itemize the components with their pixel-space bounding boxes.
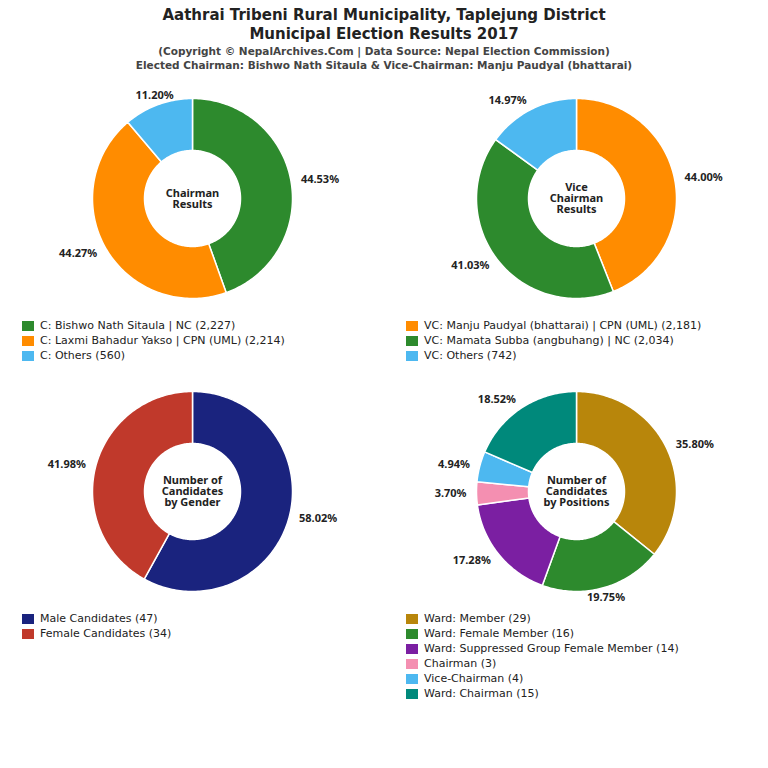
svg-text:ChairmanResults: ChairmanResults bbox=[166, 185, 219, 211]
html-text:VC: Manju Paudyal (bhattarai): VC: Manju Paudyal (bhattarai) | CPN (UML… bbox=[424, 319, 702, 332]
html-text:C: Laxmi Bahadur Yakso | CPN (: C: Laxmi Bahadur Yakso | CPN (UML) (2,21… bbox=[40, 334, 285, 347]
svg-text:3.70%: 3.70% bbox=[435, 485, 467, 500]
svg-text:44.53%: 44.53% bbox=[301, 171, 339, 186]
svg-text:ViceChairmanResults: ViceChairmanResults bbox=[550, 179, 603, 216]
svg-text:58.02%: 58.02% bbox=[299, 510, 337, 525]
svg-text:Number ofCandidatesby Gender: Number ofCandidatesby Gender bbox=[162, 472, 224, 509]
svg-text:11.20%: 11.20% bbox=[135, 87, 173, 102]
html-text:(Copyright © NepalArchives.Com: (Copyright © NepalArchives.Com | Data So… bbox=[158, 45, 610, 57]
html-text:VC: Others (742): VC: Others (742) bbox=[424, 349, 517, 362]
svg-text:17.28%: 17.28% bbox=[453, 552, 491, 567]
svg-text:35.80%: 35.80% bbox=[676, 436, 714, 451]
svg-text:44.27%: 44.27% bbox=[59, 245, 97, 260]
svg-text:41.98%: 41.98% bbox=[48, 456, 86, 471]
html-text:Ward: Chairman (15): Ward: Chairman (15) bbox=[424, 687, 539, 700]
svg-text:19.75%: 19.75% bbox=[587, 589, 625, 604]
html-text:Male Candidates (47): Male Candidates (47) bbox=[40, 612, 158, 625]
html-text:Ward: Member (29): Ward: Member (29) bbox=[424, 612, 531, 625]
svg-text:Number ofCandidatesby Position: Number ofCandidatesby Positions bbox=[544, 472, 610, 509]
html-text:Chairman (3): Chairman (3) bbox=[424, 657, 497, 670]
html-text:C: Bishwo Nath Sitaula | NC (2: C: Bishwo Nath Sitaula | NC (2,227) bbox=[40, 319, 236, 332]
html-text:VC: Mamata Subba (angbuhang) |: VC: Mamata Subba (angbuhang) | NC (2,034… bbox=[424, 334, 674, 347]
html-text:Female Candidates (34): Female Candidates (34) bbox=[40, 627, 172, 640]
svg-text:4.94%: 4.94% bbox=[438, 456, 470, 471]
html-text:Elected Chairman: Bishwo Nath: Elected Chairman: Bishwo Nath Sitaula & … bbox=[135, 59, 633, 71]
html-text:Aathrai Tribeni Rural Municipa: Aathrai Tribeni Rural Municipality, Tapl… bbox=[162, 6, 606, 24]
html-text:Ward: Suppressed Group Female: Ward: Suppressed Group Female Member (14… bbox=[424, 642, 679, 655]
svg-text:44.00%: 44.00% bbox=[685, 169, 723, 184]
svg-text:41.03%: 41.03% bbox=[451, 257, 489, 272]
html-text:Vice-Chairman (4): Vice-Chairman (4) bbox=[424, 672, 524, 685]
svg-text:14.97%: 14.97% bbox=[488, 92, 526, 107]
svg-text:18.52%: 18.52% bbox=[478, 391, 516, 406]
html-text:Municipal Election Results 201: Municipal Election Results 2017 bbox=[249, 25, 519, 43]
html-text:C: Others (560): C: Others (560) bbox=[40, 349, 125, 362]
html-text:Ward: Female Member (16): Ward: Female Member (16) bbox=[424, 627, 574, 640]
